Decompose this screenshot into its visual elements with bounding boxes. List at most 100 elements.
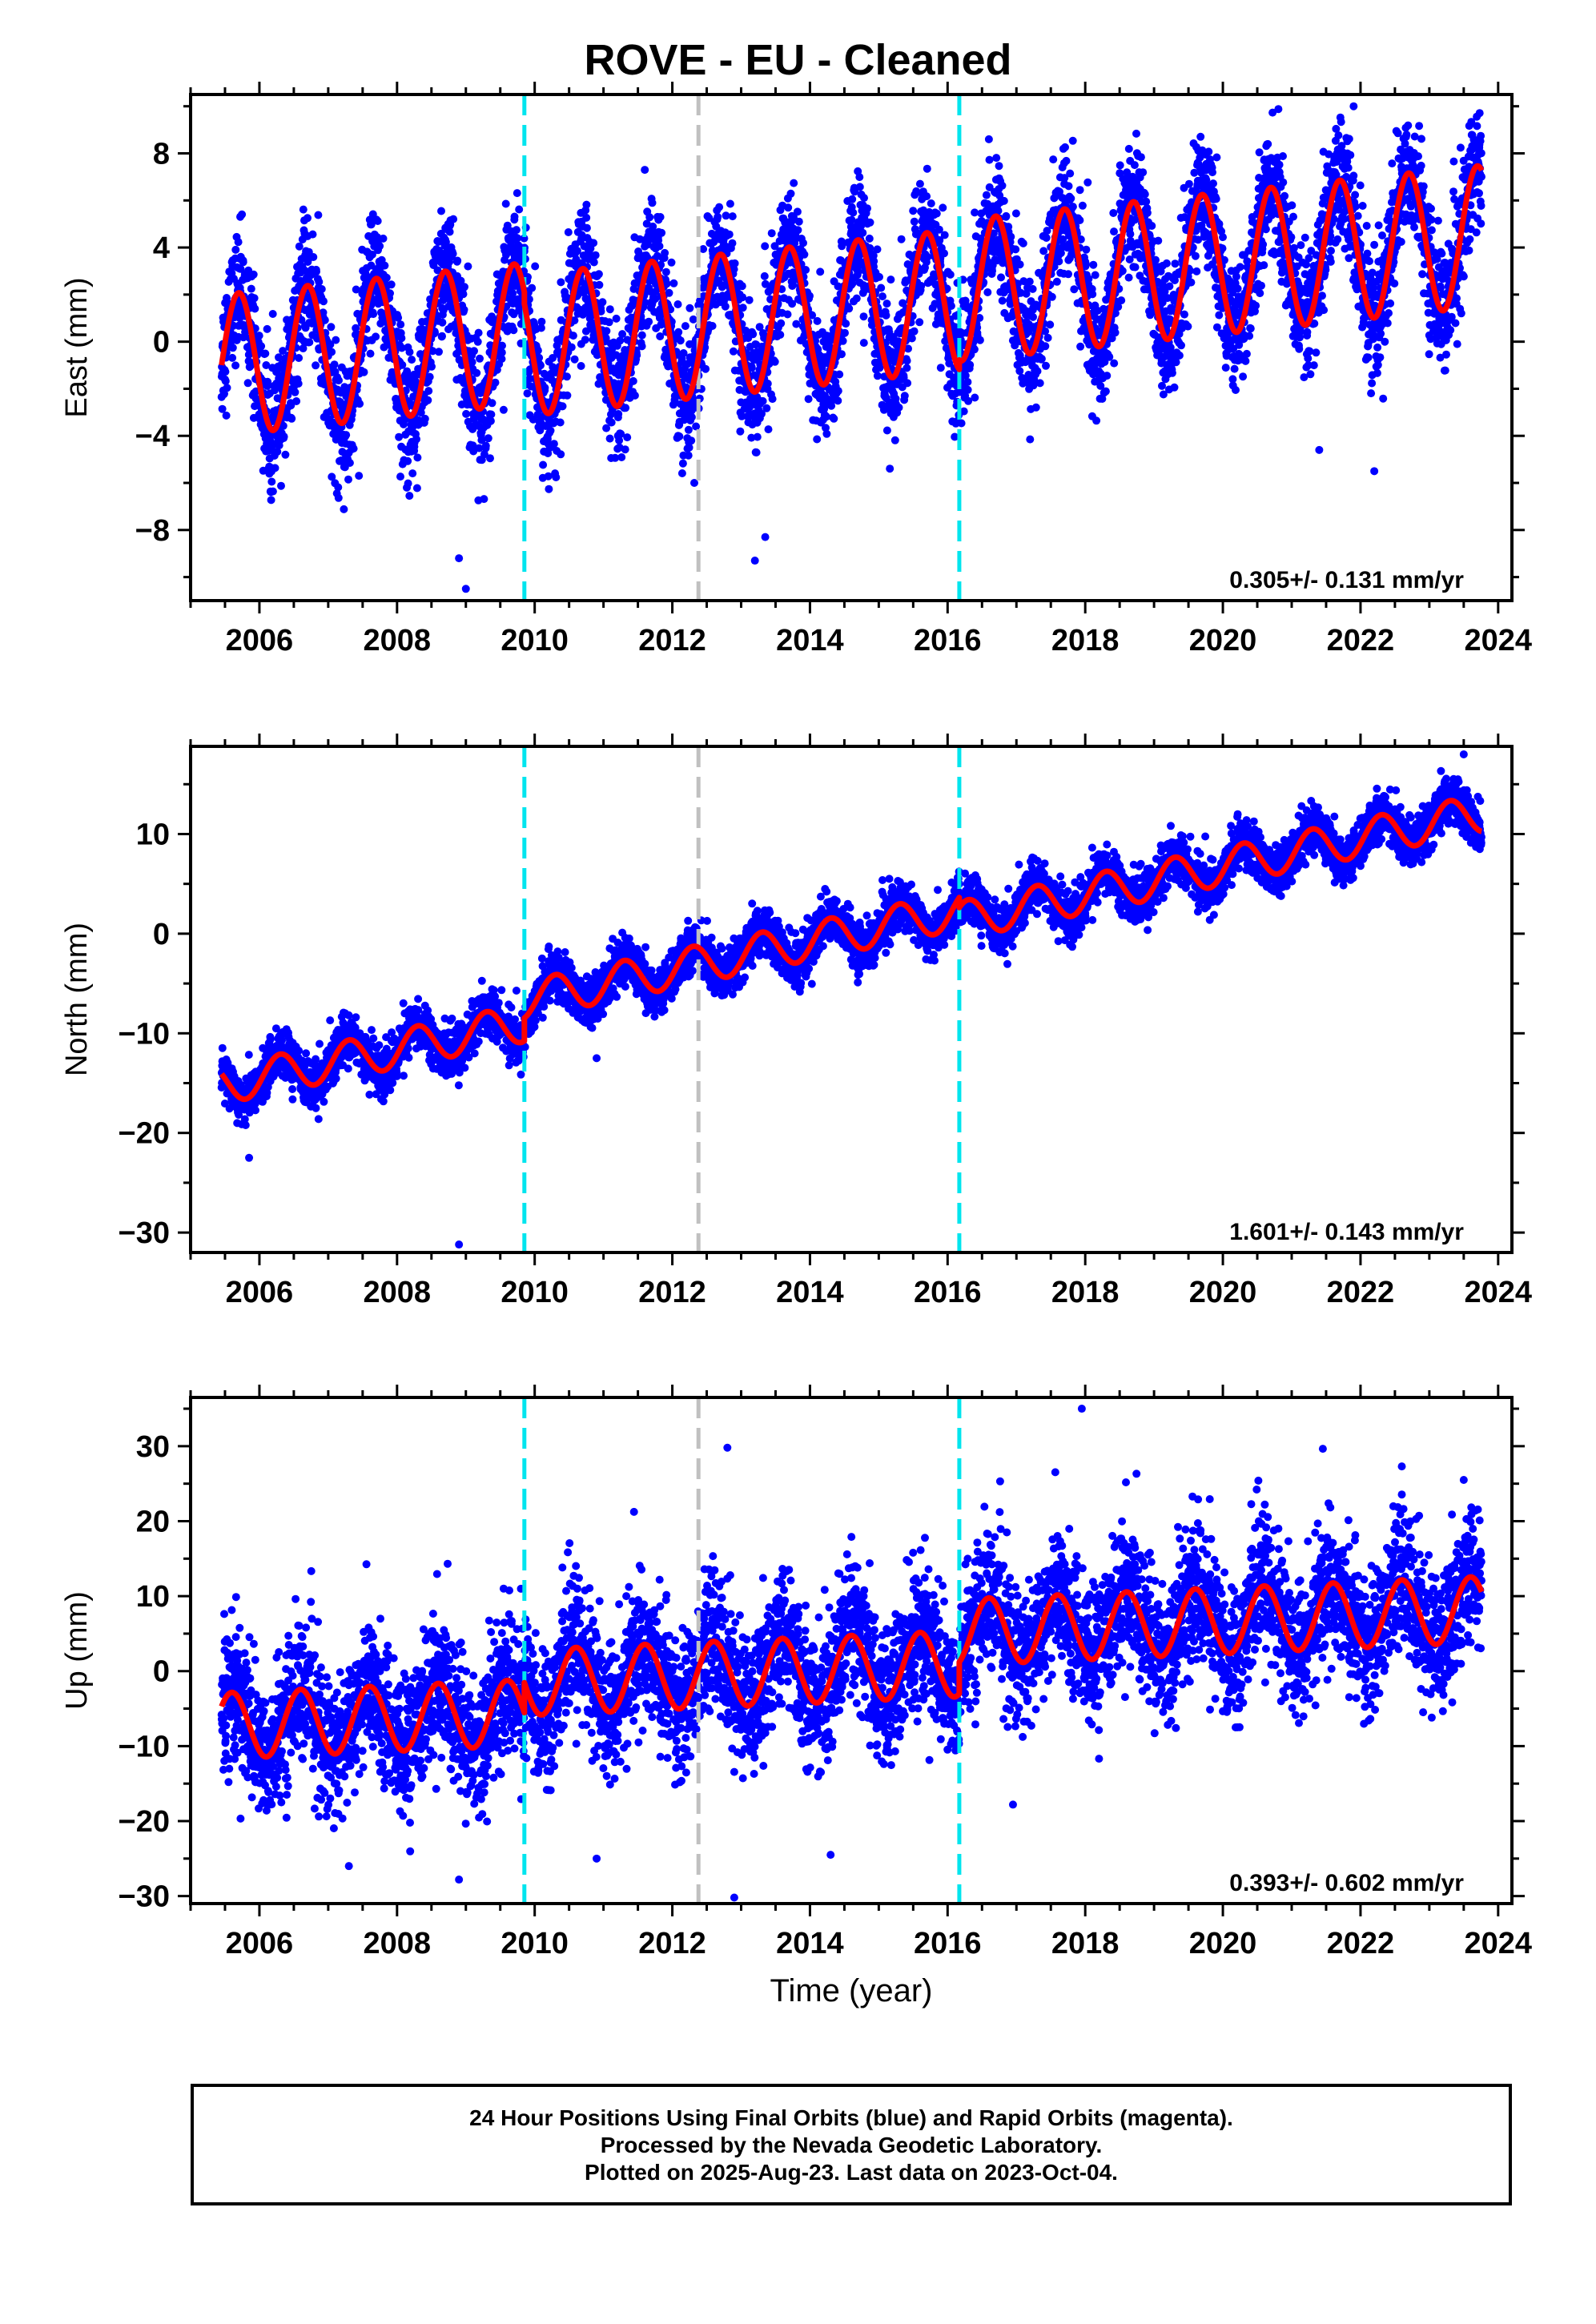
data-point [317,285,326,293]
data-point [228,353,237,362]
data-point [605,318,613,327]
data-point [1042,234,1051,242]
data-point [273,448,282,456]
data-point [562,372,571,381]
data-point [878,292,886,301]
data-point [567,343,576,352]
data-point [1067,194,1075,203]
data-point [481,441,490,450]
data-point [721,302,730,311]
data-point [1068,136,1077,145]
data-point [718,283,726,292]
data-point [328,348,336,356]
data-point [1011,245,1020,254]
data-point [760,271,769,280]
data-point [1031,403,1040,412]
data-point [594,270,603,279]
data-point [648,199,657,207]
data-point [367,220,376,229]
data-point [464,262,472,271]
data-point [223,384,231,392]
data-point [621,404,630,412]
data-point [907,334,916,343]
data-point [835,370,844,379]
data-point [582,213,591,222]
data-point [1131,263,1140,271]
data-point [995,162,1003,171]
data-point [380,261,389,270]
data-point [1052,277,1061,286]
data-point [263,324,271,333]
data-point [541,384,549,392]
data-point [267,496,275,505]
data-point [228,344,237,352]
data-point [582,223,591,232]
data-point [915,318,924,327]
data-point [623,433,632,442]
data-point [1116,161,1124,170]
data-point [882,426,891,435]
data-point [537,317,546,326]
data-point [589,258,598,267]
data-point [678,459,687,468]
data-point [598,298,607,307]
data-point [971,393,979,402]
data-point [838,350,846,359]
data-point [589,239,598,247]
data-point [804,395,813,404]
data-point [412,435,420,444]
data-point [326,340,335,349]
data-point [257,342,266,351]
data-point [1110,227,1118,236]
data-point [1109,209,1118,217]
data-point [299,344,308,352]
data-point [645,213,654,222]
data-point [1184,322,1192,331]
data-point [617,453,626,461]
data-point [448,249,457,258]
data-point [528,283,537,292]
data-point [342,431,351,440]
data-point [433,266,442,275]
data-point [295,354,304,362]
data-point [477,436,486,444]
data-point [830,414,838,423]
data-point [416,408,425,417]
data-point [1158,381,1166,390]
data-point [940,249,948,258]
data-point [360,368,368,376]
data-point [291,388,300,396]
data-point [752,448,761,456]
data-point [1136,153,1145,162]
data-point [352,285,360,294]
data-point [799,239,807,247]
data-point [425,372,434,381]
data-point [849,208,858,217]
data-point [684,451,693,460]
data-point [702,364,710,373]
data-point [428,362,436,371]
data-point [966,360,975,369]
data-point [855,183,864,191]
data-point [263,377,272,386]
data-point [1078,201,1087,210]
data-point [910,327,919,336]
data-point [431,328,439,337]
data-point [512,226,521,235]
data-point [985,155,994,164]
data-point [268,310,277,318]
data-point [855,173,864,182]
data-point [255,332,263,340]
data-point [1152,255,1160,264]
data-point [736,427,745,436]
data-point [852,294,861,303]
data-point [1049,155,1058,164]
data-point [460,283,468,292]
data-point [523,389,532,398]
data-point [277,481,285,490]
data-point [614,410,623,418]
data-point [715,203,724,211]
data-point [267,477,276,486]
data-point [473,337,482,346]
data-point [1092,416,1101,425]
